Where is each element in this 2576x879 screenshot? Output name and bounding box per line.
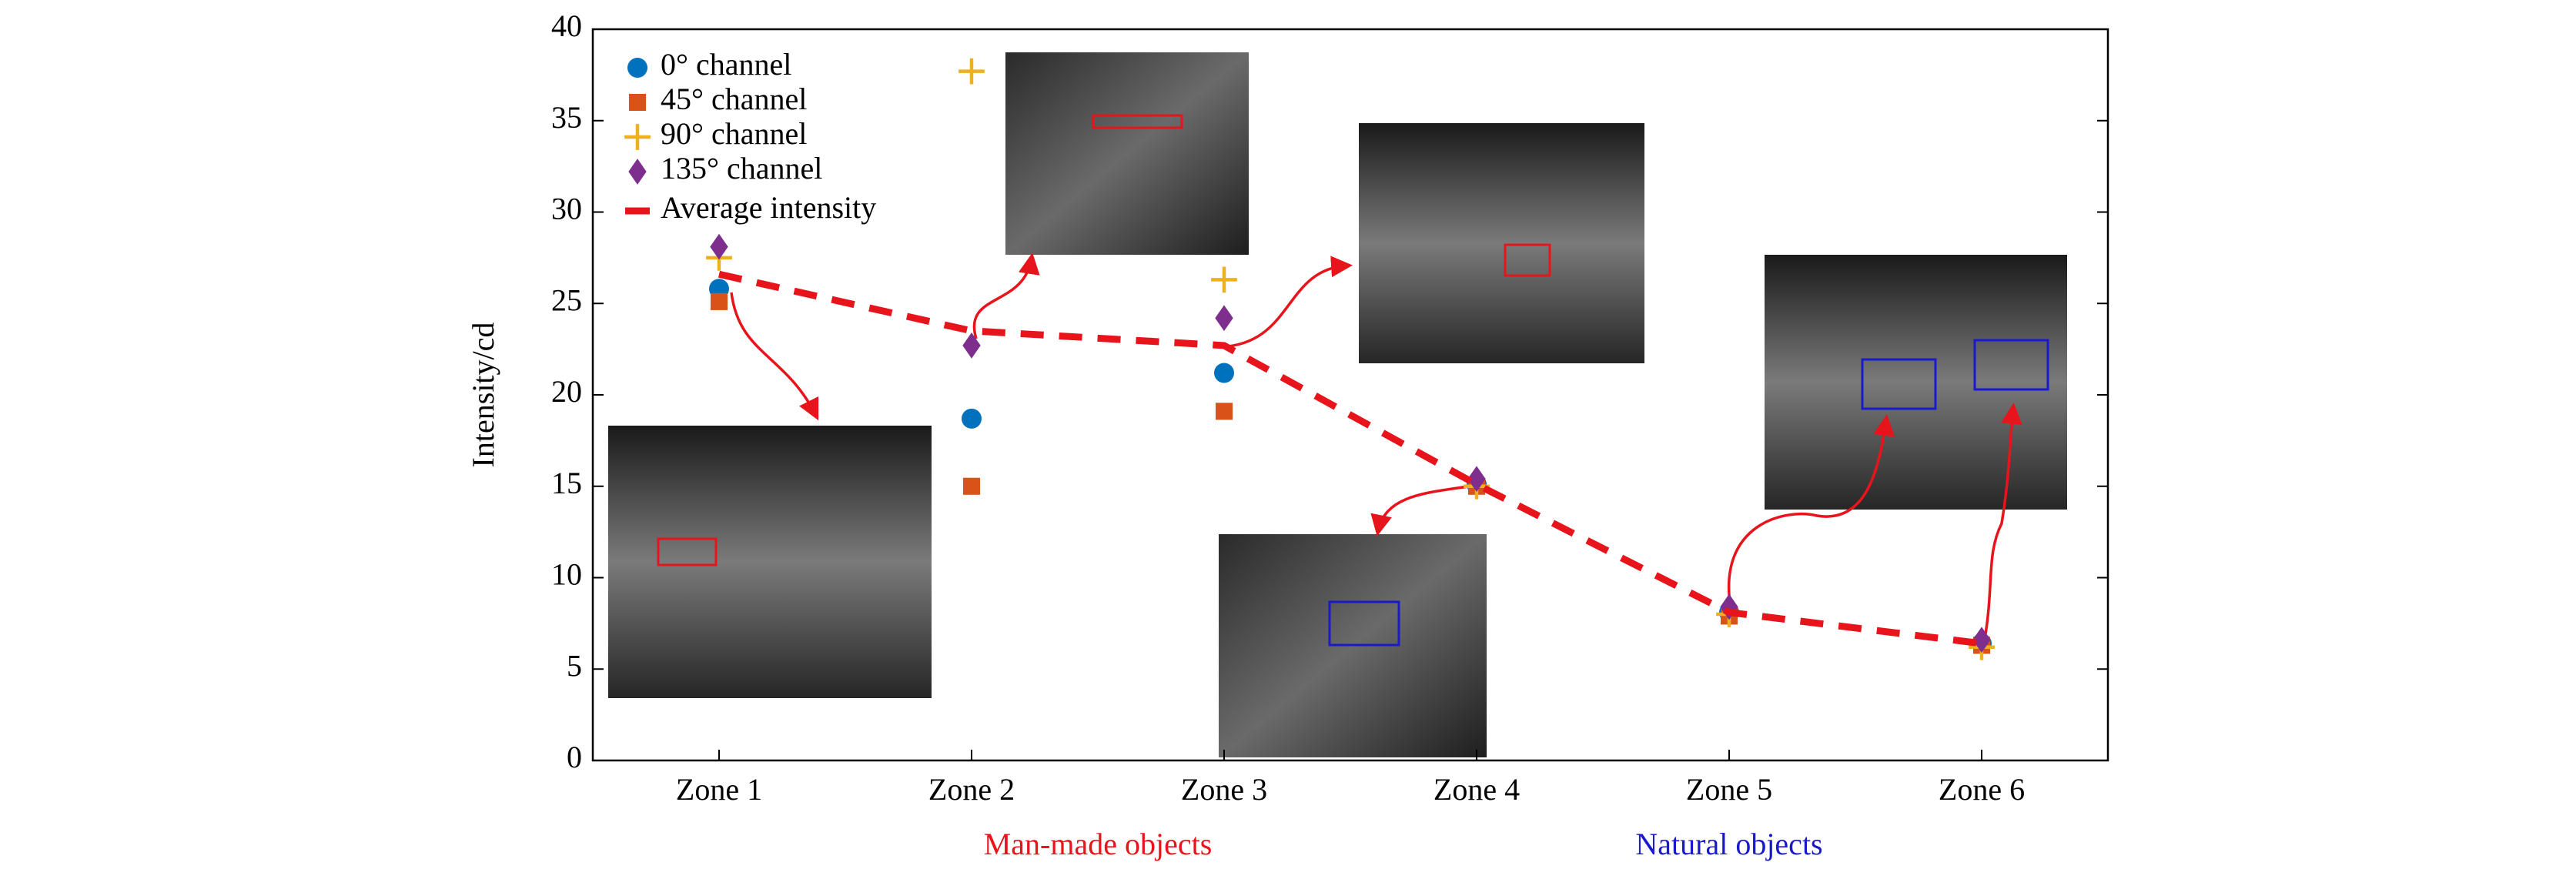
point (628, 159, 647, 185)
roi-box (1504, 243, 1551, 277)
point (710, 292, 728, 310)
legend-label: 90° channel (661, 116, 807, 151)
inset-image (1359, 123, 1644, 363)
arrows (730, 252, 2022, 640)
point (1720, 593, 1738, 620)
x-tick-label: Zone 4 (1434, 772, 1520, 807)
inset-image (1765, 255, 2067, 510)
arrow (1370, 483, 1479, 536)
inset-images (608, 52, 2067, 757)
y-tick-label: 40 (551, 8, 582, 43)
arrow (1227, 256, 1353, 348)
roi-box (1973, 339, 2049, 391)
point (710, 233, 728, 260)
x-tick-label: Zone 1 (676, 772, 762, 807)
annotation: Man-made objects (984, 827, 1213, 861)
point (624, 124, 651, 150)
x-tick-label: Zone 3 (1181, 772, 1267, 807)
y-tick-label: 30 (551, 192, 582, 226)
arrow (972, 252, 1040, 339)
inset-image (608, 426, 932, 698)
x-tick-label: Zone 6 (1939, 772, 2025, 807)
point (1972, 627, 1991, 653)
roi-box (1328, 600, 1400, 647)
roi-box (657, 537, 718, 567)
arrow (1983, 403, 2022, 640)
x-tick-label: Zone 2 (928, 772, 1015, 807)
y-tick-label: 0 (567, 740, 582, 774)
y-tick-label: 20 (551, 374, 582, 409)
y-axis-label: Intensity/cd (466, 323, 500, 468)
average-line (718, 270, 1982, 647)
legend-label: 0° channel (661, 47, 791, 82)
point (627, 58, 647, 78)
y-tick-label: 10 (551, 557, 582, 592)
point (962, 408, 982, 429)
point (628, 93, 647, 112)
roi-box (1092, 114, 1183, 129)
arrow (730, 292, 819, 421)
y-tick-label: 15 (551, 466, 582, 500)
point (1214, 363, 1234, 383)
point (1215, 403, 1233, 420)
point (962, 332, 981, 359)
legend-label: Average intensity (661, 190, 876, 225)
point (1215, 305, 1233, 332)
inset-image (1005, 52, 1249, 255)
point (1467, 466, 1486, 493)
point (958, 58, 985, 85)
x-tick-label: Zone 5 (1686, 772, 1772, 807)
arrow (1728, 414, 1895, 609)
legend-label: 135° channel (661, 151, 822, 185)
legend-label: 45° channel (661, 82, 807, 116)
roi-box (1861, 358, 1937, 410)
y-tick-label: 5 (567, 648, 582, 683)
y-tick-label: 25 (551, 282, 582, 317)
annotation: Natural objects (1635, 827, 1822, 861)
y-tick-label: 35 (551, 100, 582, 135)
point (1211, 266, 1237, 293)
point (962, 477, 981, 495)
